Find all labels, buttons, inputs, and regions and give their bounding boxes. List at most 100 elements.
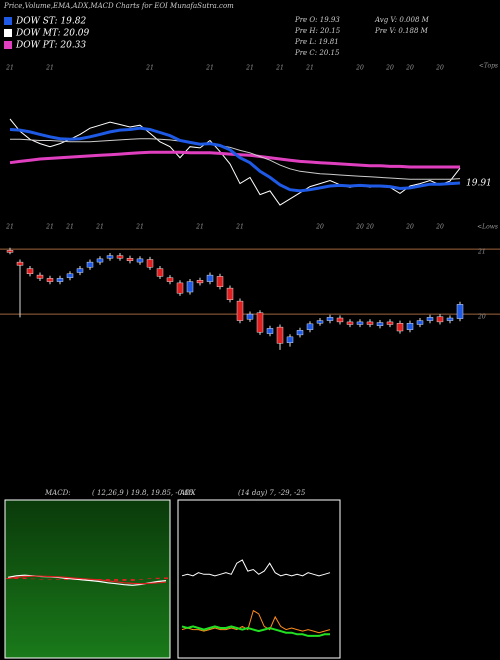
info-text: Avg V: 0.008 M <box>374 16 430 24</box>
x-tick-label: 21 <box>275 65 284 72</box>
candle-body <box>136 258 144 263</box>
x-tick-label: 20 <box>355 65 364 72</box>
candle-body <box>146 259 154 268</box>
candle-body <box>156 268 164 277</box>
macd-title: MACD: <box>44 489 71 497</box>
candle-body <box>456 304 464 319</box>
info-text: Pre C: 20.15 <box>294 49 340 57</box>
x-tick-label: 20 <box>405 224 414 231</box>
legend-swatch <box>4 29 12 37</box>
histogram-bar <box>105 579 110 581</box>
candle-body <box>126 258 134 262</box>
x-tick-label: 21 <box>5 224 14 231</box>
candle-body <box>276 326 284 344</box>
histogram-bar <box>139 579 144 580</box>
info-text: Pre H: 20.15 <box>294 27 341 35</box>
candle-body <box>356 321 364 325</box>
candle-body <box>246 313 254 320</box>
candle-body <box>166 277 174 282</box>
histogram-bar <box>47 579 52 580</box>
candle-body <box>346 321 354 325</box>
legend-label: DOW ST: 19.82 <box>15 17 86 27</box>
histogram-bar <box>64 579 69 580</box>
candle-body <box>326 317 334 321</box>
candle-body <box>436 316 444 323</box>
candle-body <box>116 255 124 259</box>
macd-line <box>7 575 167 585</box>
y-tick-label: 20 <box>477 314 486 321</box>
x-tick-label: 21 <box>195 224 204 231</box>
candle-body <box>206 274 214 282</box>
info-text: Pre V: 0.188 M <box>374 27 429 35</box>
candle-body <box>216 276 224 287</box>
candle-body <box>46 278 54 282</box>
adx-line <box>181 625 330 637</box>
page-title: Price,Volume,EMA,ADX,MACD Charts for EOI… <box>3 2 234 10</box>
adx-line <box>181 609 331 634</box>
histogram-bar <box>164 577 168 579</box>
candle-body <box>386 321 394 325</box>
line-series <box>9 118 461 206</box>
candle-body <box>186 281 194 293</box>
adx-title: ADX <box>179 489 197 497</box>
x-tick-label: 21 <box>65 224 74 231</box>
macd-subtitle: ( 12,26,9 ) 19.8, 19.85, -0.05 <box>92 489 194 497</box>
x-tick-label: 20 <box>315 224 324 231</box>
candle-body <box>76 268 84 273</box>
candle-body <box>336 317 344 323</box>
candle-body <box>96 258 104 263</box>
histogram-bar <box>39 579 44 580</box>
candle-body <box>106 255 114 259</box>
x-tick-label: 21 <box>245 65 254 72</box>
x-tick-label: 20 <box>435 224 444 231</box>
candle-body <box>176 282 184 294</box>
candle-body <box>296 330 304 336</box>
candle-body <box>56 278 64 282</box>
candle-body <box>36 274 44 279</box>
y-tick-label: 21 <box>477 249 486 256</box>
adx-subtitle: (14 day) 7, -29, -25 <box>238 489 306 497</box>
candle-body <box>236 300 244 321</box>
candle-body <box>446 317 454 321</box>
histogram-bar <box>147 578 152 579</box>
candle-body <box>226 287 234 301</box>
candle-body <box>406 323 414 330</box>
adx-panel <box>177 499 341 659</box>
x-tick-label: 20 <box>405 65 414 72</box>
x-tick-label: 20 <box>355 224 364 231</box>
x-tick-label: 21 <box>135 224 144 231</box>
legend-label: DOW MT: 20.09 <box>15 29 90 39</box>
annotation: 19.91 <box>466 178 492 188</box>
corner-label: <Lows <box>477 224 498 231</box>
histogram-bar <box>155 577 160 579</box>
x-tick-label: 21 <box>95 224 104 231</box>
line-series <box>10 138 461 180</box>
candle-body <box>376 322 384 326</box>
info-text: Pre O: 19.93 <box>294 16 340 24</box>
x-tick-label: 20 <box>365 224 374 231</box>
info-text: Pre L: 19.81 <box>294 38 339 46</box>
candle-body <box>266 328 274 334</box>
legend-swatch <box>4 17 12 25</box>
corner-label: <Tops <box>479 63 498 70</box>
candle-body <box>26 268 34 275</box>
x-tick-label: 21 <box>145 65 154 72</box>
histogram-bar <box>22 577 27 579</box>
candle-body <box>196 280 204 284</box>
x-tick-label: 21 <box>45 65 54 72</box>
adx-line <box>181 559 331 577</box>
candle-body <box>416 320 424 325</box>
candle-body <box>256 312 264 333</box>
line-series <box>9 126 461 193</box>
x-tick-label: 21 <box>45 224 54 231</box>
candle-body <box>306 323 314 330</box>
legend-swatch <box>4 41 12 49</box>
candle-body <box>316 320 324 324</box>
candle-body <box>86 261 94 268</box>
histogram-bar <box>130 579 135 581</box>
x-tick-label: 21 <box>5 65 14 72</box>
x-tick-label: 20 <box>385 65 394 72</box>
histogram-bar <box>14 577 19 579</box>
